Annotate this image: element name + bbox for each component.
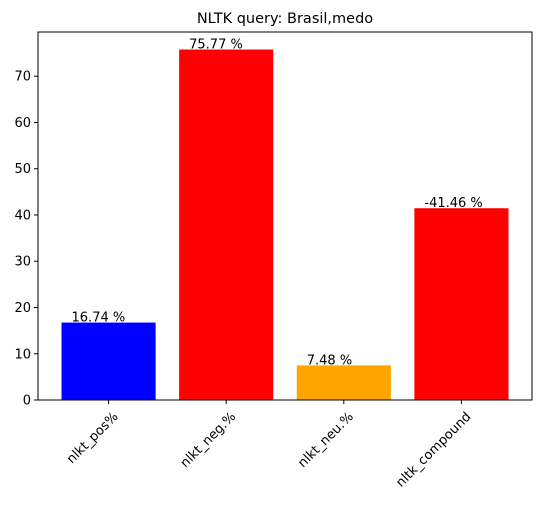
data-label: 16.74 % [72, 311, 126, 326]
y-tick-label: 0 [23, 394, 31, 409]
bar-nlkt-pos- [61, 322, 156, 400]
bar-nlkt-neu- [296, 365, 391, 400]
y-tick-label: 60 [14, 116, 31, 131]
y-tick-label: 20 [14, 301, 31, 316]
y-tick-label: 50 [14, 162, 31, 177]
bar-nlkt-neg- [179, 49, 274, 400]
axes-frame [37, 31, 533, 401]
y-tick-label: 30 [14, 255, 31, 270]
y-tick-label: 40 [14, 208, 31, 223]
data-label: -41.46 % [424, 196, 482, 211]
chart-title: NLTK query: Brasil,medo [197, 11, 373, 27]
y-tick-label: 10 [14, 347, 31, 362]
bar-nltk-compound [414, 208, 509, 400]
data-label: 75.77 % [189, 38, 243, 53]
data-label: 7.48 % [307, 353, 352, 368]
y-tick-label: 70 [14, 70, 31, 85]
